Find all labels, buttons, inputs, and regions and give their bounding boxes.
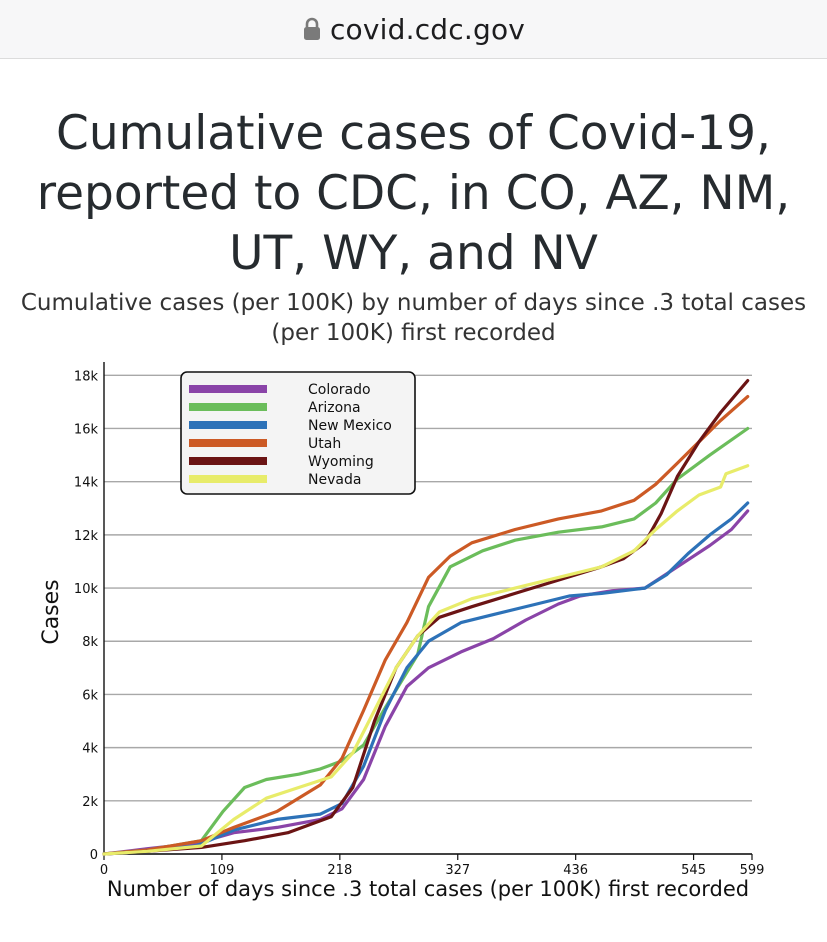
y-tick-label: 2k <box>82 795 98 810</box>
legend-swatch <box>189 421 267 429</box>
series-line-new-mexico <box>102 501 750 856</box>
url-text: covid.cdc.gov <box>329 12 526 46</box>
x-tick-label: 109 <box>210 863 235 878</box>
y-tick-label: 18k <box>74 369 99 384</box>
y-tick-label: 12k <box>74 529 99 544</box>
legend: Colorado Arizona New Mexico Utah Wyoming Neva… <box>180 371 416 495</box>
legend-label: Wyoming <box>308 454 374 470</box>
legend-swatch <box>189 385 267 393</box>
lock-icon <box>303 17 320 40</box>
y-axis-ticks: 0 2k 4k 6k 8k 10k 12k 14k 16k 18k <box>74 369 99 863</box>
x-axis-label: Number of days since .3 total cases (per… <box>107 877 749 901</box>
chart-title: Cumulative cases of Covid-19, reported t… <box>36 106 791 281</box>
series-line-wyoming <box>102 379 750 856</box>
chart-subtitle: Cumulative cases (per 100K) by number of… <box>20 290 807 346</box>
legend-label: Colorado <box>308 382 371 398</box>
x-tick-label: 545 <box>681 863 706 878</box>
y-tick-label: 6k <box>82 688 98 703</box>
y-tick-label: 10k <box>74 582 99 597</box>
x-tick-label: 218 <box>327 863 352 878</box>
series-line-utah <box>102 394 750 856</box>
y-axis-label: Cases <box>39 579 64 644</box>
y-tick-label: 8k <box>82 635 98 650</box>
y-tick-label: 14k <box>74 476 99 491</box>
x-tick-label: 327 <box>445 863 470 878</box>
series-line-nevada <box>102 464 750 856</box>
legend-label: Arizona <box>308 400 361 416</box>
x-tick-label: 599 <box>740 863 765 878</box>
legend-swatch <box>189 475 267 483</box>
y-tick-label: 16k <box>74 422 99 437</box>
legend-swatch <box>189 457 267 465</box>
y-tick-label: 4k <box>82 742 98 757</box>
line-chart: 0 2k 4k 6k 8k 10k 12k 14k 16k 18k 0 109 218 327 436 54… <box>39 362 765 901</box>
series-lines <box>102 379 750 856</box>
legend-label: Utah <box>308 436 341 452</box>
y-tick-label: 0 <box>90 848 98 863</box>
legend-swatch <box>189 403 267 411</box>
series-line-colorado <box>102 509 750 856</box>
legend-label: Nevada <box>308 472 361 488</box>
legend-swatch <box>189 439 267 447</box>
x-tick-label: 436 <box>563 863 588 878</box>
x-tick-label: 0 <box>100 863 108 878</box>
legend-label: New Mexico <box>308 418 392 434</box>
browser-url-bar[interactable]: covid.cdc.gov <box>0 0 827 59</box>
x-axis-ticks: 0 109 218 327 436 545 599 <box>100 854 765 878</box>
